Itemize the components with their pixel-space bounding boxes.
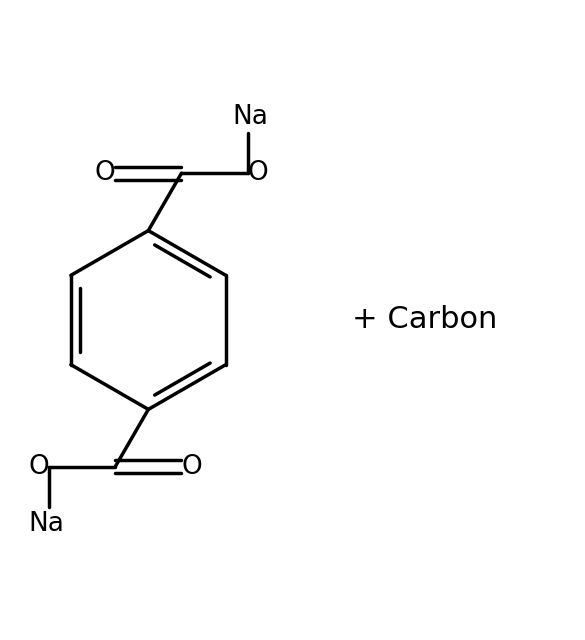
Text: O: O [181, 454, 202, 480]
Text: + Carbon: + Carbon [352, 305, 498, 335]
Text: O: O [28, 454, 49, 480]
Text: O: O [248, 160, 269, 186]
Text: Na: Na [28, 511, 64, 537]
Text: Na: Na [233, 104, 269, 131]
Text: O: O [94, 160, 115, 186]
